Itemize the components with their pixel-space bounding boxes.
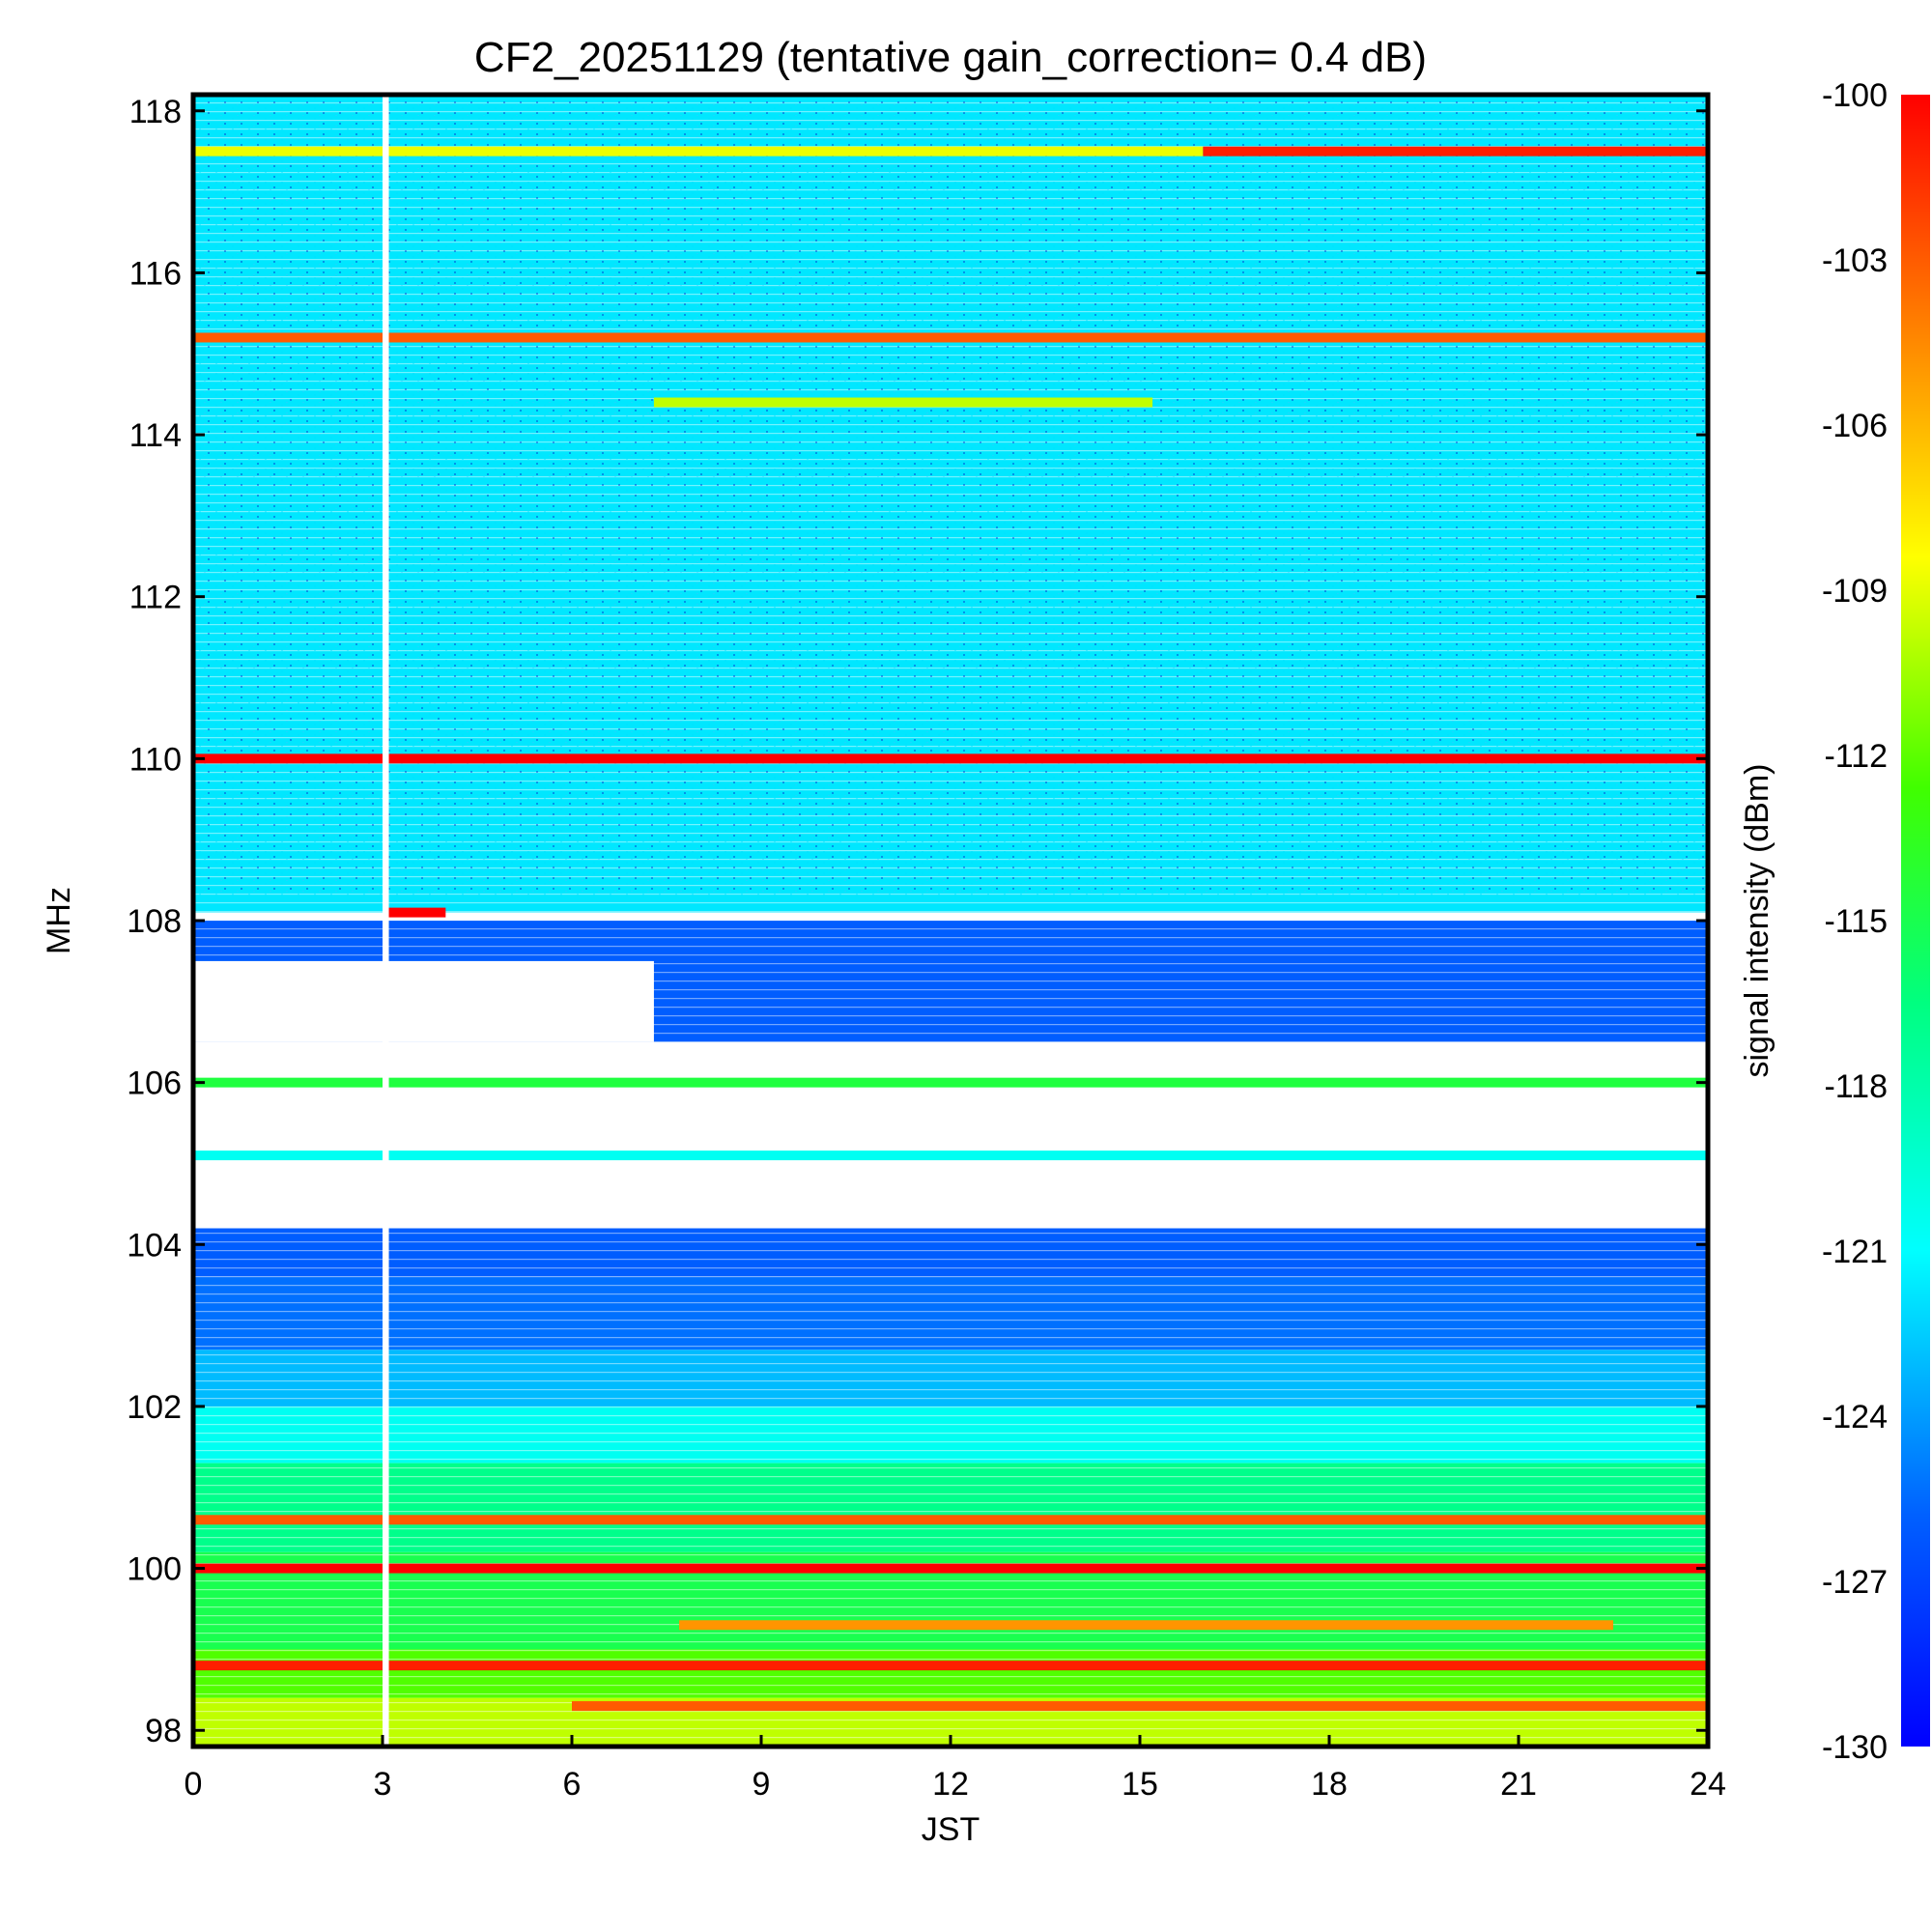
x-tick-label: 6 — [563, 1766, 582, 1803]
plot-area — [193, 95, 1708, 1747]
signal-line — [193, 1151, 1708, 1161]
colorbar-tick-label: -124 — [1822, 1399, 1888, 1435]
y-tick-label: 112 — [129, 580, 182, 616]
y-axis: 98 100 102 104 106 108 110 112 114 116 118 — [127, 94, 1708, 1749]
colorbar-tick-label: -115 — [1824, 903, 1888, 940]
data-gap — [383, 95, 389, 1747]
x-tick-label: 24 — [1690, 1766, 1726, 1803]
y-tick-label: 100 — [127, 1551, 182, 1588]
y-tick-label: 108 — [127, 903, 182, 940]
signal-line — [1203, 146, 1708, 156]
x-tick-label: 18 — [1311, 1766, 1348, 1803]
x-tick-label: 12 — [932, 1766, 969, 1803]
colorbar-tick-label: -100 — [1822, 77, 1888, 114]
signal-line — [193, 1661, 1708, 1671]
blank-regions — [193, 912, 1708, 1229]
x-axis-label: JST — [922, 1811, 980, 1848]
x-tick-label: 21 — [1500, 1766, 1537, 1803]
y-tick-label: 106 — [127, 1065, 182, 1102]
signal-line — [193, 1077, 1708, 1088]
colorbar-tick-label: -121 — [1822, 1234, 1888, 1270]
colorbar-tick-label: -130 — [1822, 1729, 1888, 1766]
y-tick-label: 118 — [129, 94, 182, 130]
blank-region — [193, 912, 1708, 921]
signal-line — [193, 1563, 1708, 1574]
signal-line — [572, 1701, 1708, 1712]
x-tick-label: 9 — [753, 1766, 771, 1803]
x-axis: 0 3 6 9 12 15 18 21 24 — [185, 1735, 1726, 1803]
y-tick-label: 98 — [145, 1713, 182, 1749]
signal-lines — [193, 146, 1708, 1712]
signal-line — [193, 753, 1708, 764]
chart-title: CF2_20251129 (tentative gain_correction=… — [474, 34, 1427, 81]
colorbar-ticks: -100 -103 -106 -109 -112 -115 -118 -121 -124 -127… — [1822, 77, 1888, 1766]
signal-line — [193, 1515, 1708, 1525]
y-tick-label: 116 — [129, 255, 182, 292]
y-tick-label: 114 — [129, 417, 182, 454]
colorbar-label: signal intensity (dBm) — [1739, 763, 1776, 1077]
y-axis-label: MHz — [41, 887, 77, 954]
signal-line — [193, 332, 1708, 343]
y-tick-label: 104 — [127, 1227, 182, 1264]
colorbar-tick-label: -103 — [1822, 242, 1888, 279]
colorbar-tick-label: -127 — [1822, 1564, 1888, 1601]
x-tick-label: 15 — [1122, 1766, 1158, 1803]
colorbar-tick-label: -109 — [1822, 573, 1888, 610]
colorbar-tick-label: -112 — [1824, 738, 1888, 775]
colorbar-tick-label: -118 — [1824, 1068, 1888, 1105]
signal-line — [679, 1620, 1613, 1631]
signal-line — [653, 397, 1153, 408]
x-tick-label: 3 — [374, 1766, 392, 1803]
blank-region — [193, 960, 654, 1042]
x-tick-label: 0 — [185, 1766, 203, 1803]
colorbar-tick-label: -106 — [1822, 408, 1888, 444]
y-tick-label: 102 — [127, 1389, 182, 1426]
y-tick-label: 110 — [129, 741, 182, 778]
signal-line — [383, 907, 446, 918]
colorbar — [1901, 95, 1930, 1747]
texture-speckle — [193, 95, 1708, 896]
blank-region — [193, 1041, 1708, 1229]
signal-line — [193, 146, 1204, 156]
